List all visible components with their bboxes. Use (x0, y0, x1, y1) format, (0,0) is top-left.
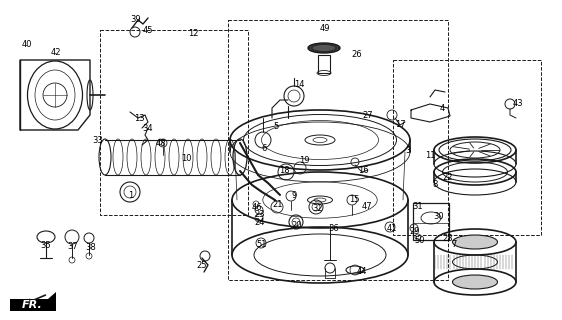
Text: 9: 9 (291, 190, 297, 199)
Text: 4: 4 (439, 103, 445, 113)
Text: 47: 47 (362, 202, 372, 211)
Text: 29: 29 (410, 227, 420, 236)
Text: 31: 31 (413, 202, 423, 211)
Text: 28: 28 (443, 234, 454, 243)
Text: FR.: FR. (21, 300, 42, 310)
Text: 37: 37 (67, 242, 78, 251)
Text: 8: 8 (432, 180, 438, 188)
Text: 40: 40 (22, 39, 32, 49)
Text: 51: 51 (257, 239, 268, 249)
Bar (318, 55, 330, 73)
Text: 17: 17 (395, 119, 405, 129)
Text: 35: 35 (40, 241, 51, 250)
Bar (393, 60, 541, 235)
Text: 44: 44 (357, 267, 367, 276)
Text: 20: 20 (292, 220, 302, 229)
Text: 21: 21 (273, 199, 283, 209)
Text: 22: 22 (443, 172, 453, 181)
Text: 30: 30 (434, 212, 445, 220)
Text: 50: 50 (415, 236, 425, 244)
Text: 33: 33 (93, 135, 103, 145)
Polygon shape (10, 292, 56, 311)
Text: 3: 3 (405, 146, 411, 155)
Text: 19: 19 (299, 156, 309, 164)
Text: 6: 6 (261, 143, 267, 153)
Text: 25: 25 (197, 260, 207, 269)
Text: 48: 48 (156, 139, 166, 148)
Text: 39: 39 (131, 14, 141, 23)
Text: 15: 15 (349, 195, 359, 204)
Text: 46: 46 (252, 203, 262, 212)
Bar (228, 20, 448, 280)
Text: 23: 23 (255, 210, 265, 219)
Text: 42: 42 (51, 47, 61, 57)
Text: 36: 36 (329, 223, 339, 233)
Text: 24: 24 (255, 218, 265, 227)
Ellipse shape (452, 275, 497, 289)
Text: 41: 41 (387, 223, 397, 233)
Text: 14: 14 (294, 79, 304, 89)
Text: 7: 7 (451, 239, 457, 249)
Text: 32: 32 (312, 204, 323, 212)
Text: 18: 18 (279, 165, 289, 174)
Text: 5: 5 (273, 122, 279, 131)
Text: 12: 12 (188, 28, 198, 37)
Text: 38: 38 (85, 243, 96, 252)
Text: 45: 45 (143, 26, 153, 35)
Text: 11: 11 (425, 150, 435, 159)
Ellipse shape (452, 235, 497, 249)
Ellipse shape (312, 44, 336, 52)
Text: 10: 10 (181, 154, 191, 163)
Text: 27: 27 (362, 110, 373, 119)
Text: 1: 1 (128, 190, 134, 199)
Ellipse shape (308, 43, 340, 53)
Text: 49: 49 (320, 23, 330, 33)
Text: 13: 13 (134, 114, 144, 123)
Text: 16: 16 (357, 165, 368, 174)
FancyArrowPatch shape (26, 295, 46, 303)
Text: 43: 43 (513, 99, 523, 108)
Text: 26: 26 (352, 50, 362, 59)
Bar (100, 30, 248, 215)
Text: 34: 34 (143, 124, 153, 132)
